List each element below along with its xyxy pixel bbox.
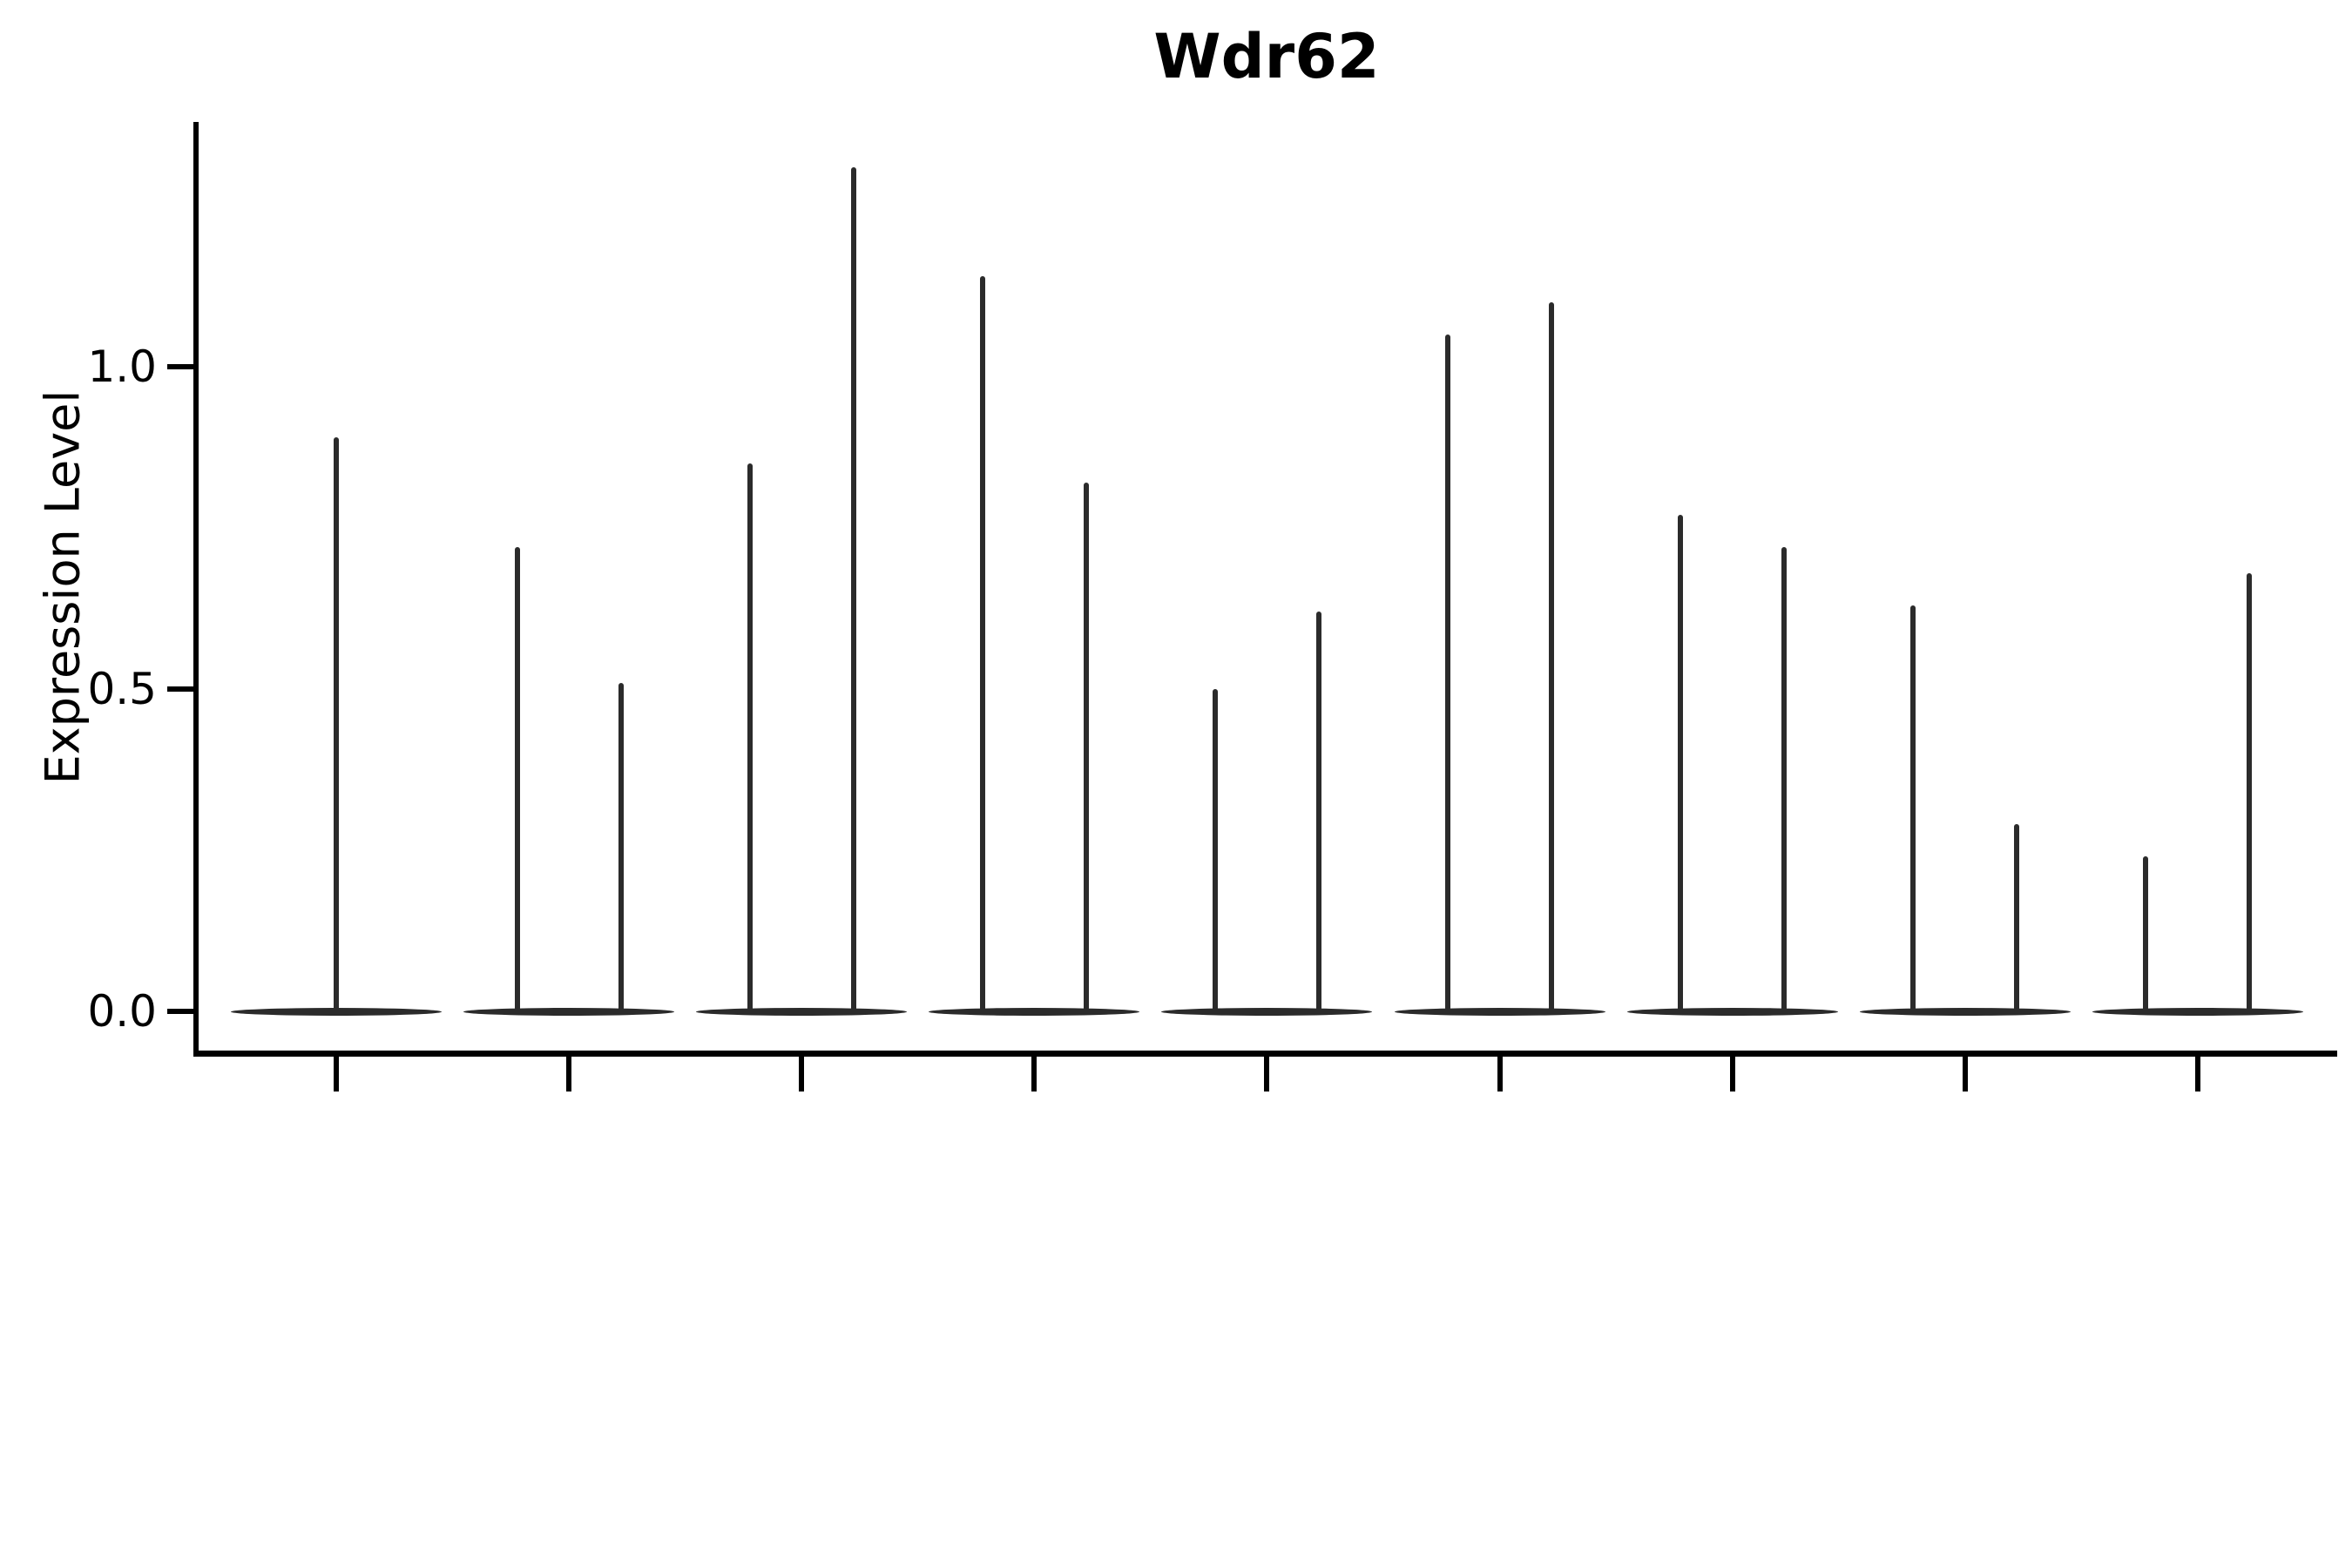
x-tick-mark [334, 1057, 339, 1092]
violin-spike [850, 166, 856, 1015]
y-axis-spine [193, 122, 199, 1056]
y-tick-label: 0.5 [87, 664, 157, 714]
violin-spike [618, 682, 624, 1015]
violin-spike [1910, 605, 1916, 1015]
x-tick-mark [1031, 1057, 1037, 1092]
violin-base [1626, 1007, 1838, 1016]
y-tick-mark [167, 686, 196, 692]
x-tick-mark [2194, 1057, 2200, 1092]
x-tick-mark [566, 1057, 572, 1092]
y-tick-mark [167, 364, 196, 369]
violin-base [1859, 1007, 2071, 1016]
violin-spike [1549, 302, 1555, 1015]
violin-spike [1445, 335, 1451, 1015]
violin-base [463, 1007, 675, 1016]
y-tick-mark [167, 1009, 196, 1014]
x-tick-mark [799, 1057, 805, 1092]
x-axis-spine [193, 1051, 2337, 1057]
x-tick-mark [1264, 1057, 1270, 1092]
y-tick-label: 0.0 [87, 986, 157, 1037]
violin-base [1161, 1007, 1373, 1016]
violin-spike [1315, 612, 1321, 1015]
y-tick-label: 1.0 [87, 341, 157, 392]
violin-base [1394, 1007, 1605, 1016]
x-tick-mark [1962, 1057, 1968, 1092]
violin-spike [514, 547, 520, 1015]
x-tick-mark [1497, 1057, 1503, 1092]
violin-spike [2143, 856, 2149, 1015]
violin-base [2092, 1007, 2303, 1016]
violin-spike [747, 463, 753, 1015]
plot-title: Wdr62 [1153, 21, 1380, 92]
violin-spike [2014, 824, 2020, 1015]
violin-base [696, 1007, 908, 1016]
y-axis-label: Expression Level [35, 389, 91, 785]
violin-spike [334, 437, 339, 1015]
violin-spike [1212, 689, 1218, 1015]
violin-spike [1781, 547, 1788, 1015]
x-tick-mark [1729, 1057, 1735, 1092]
violin-spike [2247, 572, 2253, 1015]
violin-spike [1678, 515, 1684, 1015]
violin-spike [1083, 483, 1089, 1015]
violin-spike [979, 276, 985, 1015]
violin-base [929, 1007, 1140, 1016]
